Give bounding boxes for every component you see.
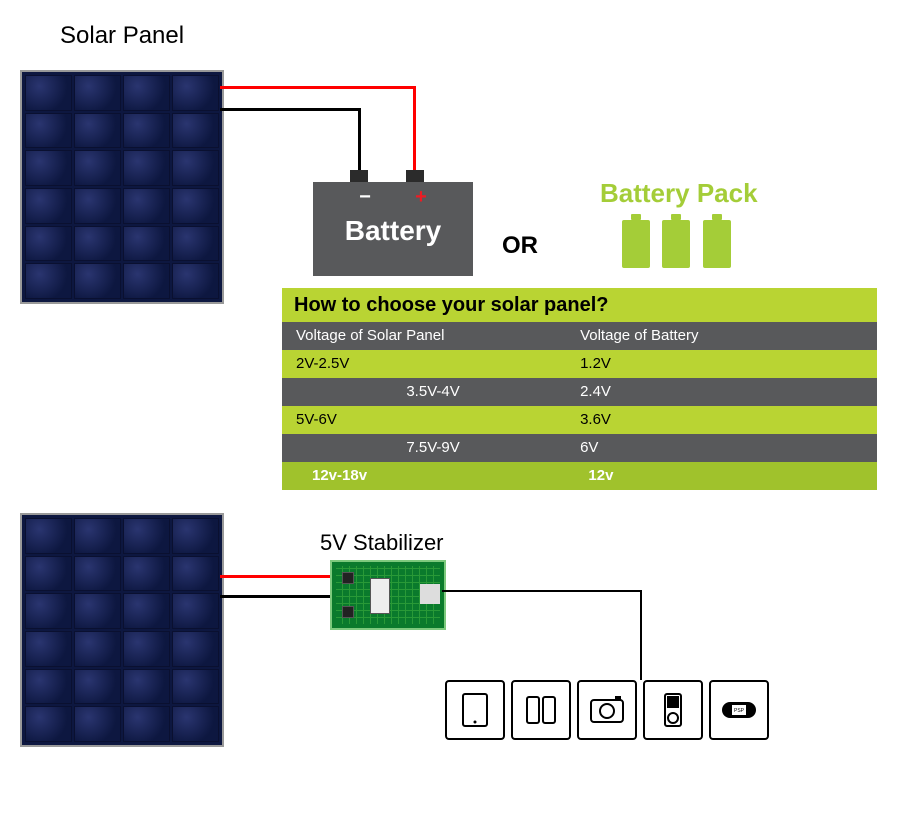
device-mp3-icon [643, 680, 703, 740]
pcb-stabilizer [330, 560, 446, 630]
stabilizer-title: 5V Stabilizer [320, 530, 444, 556]
pcb-chip-icon [342, 572, 354, 584]
battery-cell-icon [703, 220, 731, 268]
pcb-chip-icon [342, 606, 354, 618]
table-row: 5V-6V 3.6V [282, 406, 877, 434]
wire-red-h [220, 86, 415, 89]
pcb-usb-icon [420, 584, 440, 604]
table-cell: 3.5V-4V [282, 378, 570, 406]
table-cell: 7.5V-9V [282, 434, 570, 462]
table-header-col1: Voltage of Solar Panel [282, 322, 570, 350]
solar-panel-bottom [20, 513, 224, 747]
or-label: OR [502, 232, 538, 260]
battery-pack [618, 220, 735, 273]
devices-row: PSP [442, 680, 772, 740]
table-title: How to choose your solar panel? [282, 288, 877, 322]
battery-box: − + Battery [313, 182, 473, 276]
table-cell: 2.4V [570, 378, 877, 406]
solar-panel-title: Solar Panel [60, 22, 184, 50]
table-cell: 12v [578, 462, 877, 490]
table-cell: 5V-6V [282, 406, 570, 434]
table-header-row: Voltage of Solar Panel Voltage of Batter… [282, 322, 877, 350]
battery-pack-title: Battery Pack [600, 178, 758, 209]
table-cell: 6V [570, 434, 877, 462]
table-row: 12v-18v 12v [282, 462, 877, 490]
wire-black-h [220, 108, 360, 111]
wire-black-bottom [220, 595, 330, 598]
table-header-col2: Voltage of Battery [570, 322, 877, 350]
table-row: 2V-2.5V 1.2V [282, 350, 877, 378]
battery-plus-icon: + [415, 186, 427, 209]
wire-red-v [413, 86, 416, 182]
battery-cell-icon [662, 220, 690, 268]
battery-minus-icon: − [359, 186, 371, 209]
voltage-table: How to choose your solar panel? Voltage … [282, 288, 877, 490]
device-camera-icon [577, 680, 637, 740]
table-cell: 2V-2.5V [282, 350, 570, 378]
wire-out-v [640, 590, 642, 680]
wire-red-bottom [220, 575, 330, 578]
table-cell: 3.6V [570, 406, 877, 434]
solar-panel-top [20, 70, 224, 304]
svg-text:PSP: PSP [734, 708, 745, 714]
table-cell: 12v-18v [282, 462, 578, 490]
table-row: 3.5V-4V 2.4V [282, 378, 877, 406]
device-tablet-icon [445, 680, 505, 740]
device-phones-icon [511, 680, 571, 740]
battery-label: Battery [313, 215, 473, 247]
battery-cell-icon [622, 220, 650, 268]
device-psp-icon: PSP [709, 680, 769, 740]
pcb-chip-icon [370, 578, 390, 614]
wire-out-h [442, 590, 642, 592]
table-row: 7.5V-9V 6V [282, 434, 877, 462]
table-cell: 1.2V [570, 350, 877, 378]
